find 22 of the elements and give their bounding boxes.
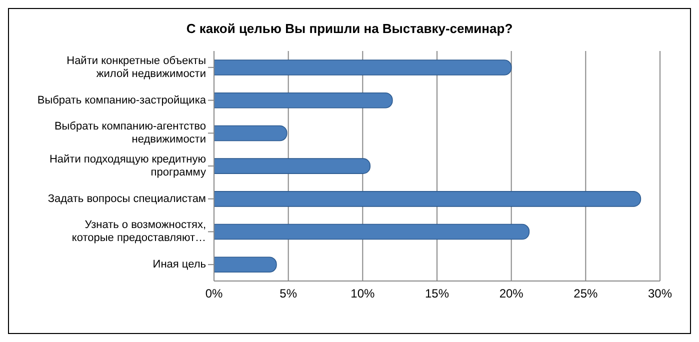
bar [214, 158, 370, 174]
bar [214, 92, 393, 108]
chart-title: С какой целью Вы пришли на Выставку-семинар? [185, 20, 514, 38]
y-tick-label: Выбрать компанию-застройщика [37, 94, 207, 106]
y-tick-label: Найти подходящую кредитную программу [49, 154, 206, 178]
x-tick-label: 20% [499, 286, 524, 301]
y-tick-label: Найти конкретные объекты жилой недвижимости [66, 54, 206, 80]
bar [214, 191, 642, 207]
x-tick-label: 0% [205, 286, 223, 301]
bar [214, 224, 530, 240]
bar [214, 60, 512, 76]
y-tick-label: Узнать о возможностях, которые предоставляют… [72, 219, 206, 244]
bar [214, 256, 277, 273]
x-tick-label: 15% [424, 286, 450, 301]
x-tick-label: 25% [574, 286, 598, 301]
x-tick-label: 30% [648, 286, 672, 301]
bar [214, 125, 288, 142]
x-tick-label: 10% [350, 286, 375, 301]
y-tick-label: Иная цель [152, 258, 206, 271]
y-tick-label: Выбрать компанию-агентство недвижимости [54, 120, 206, 146]
y-tick-label: Задать вопросы специалистам [48, 192, 206, 205]
x-tick-label: 5% [280, 286, 298, 301]
